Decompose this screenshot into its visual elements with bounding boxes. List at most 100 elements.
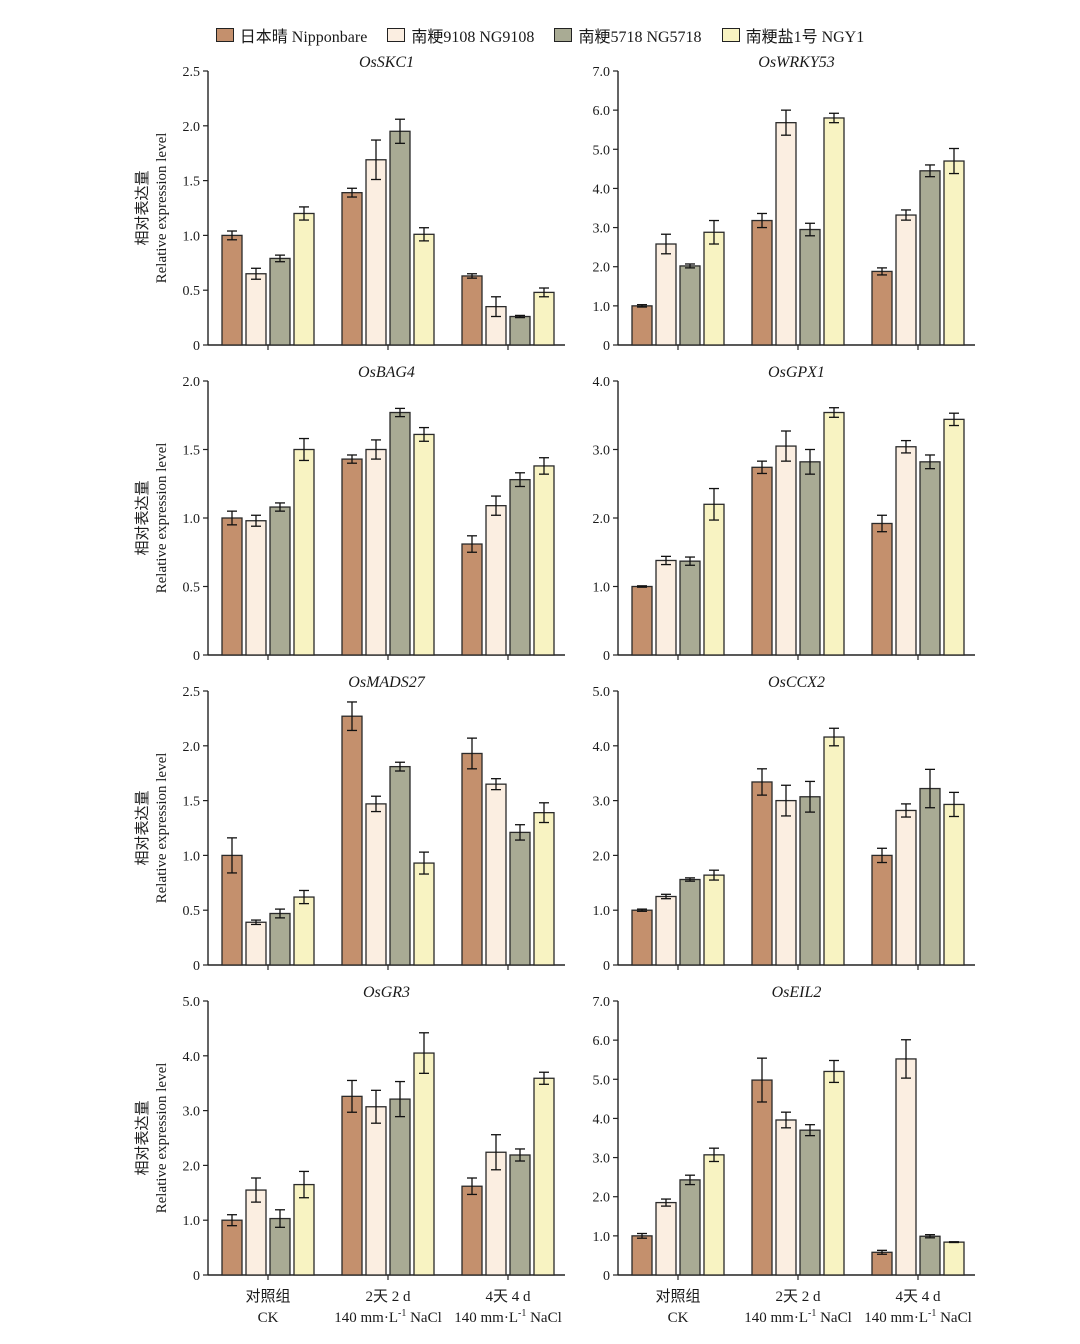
bar-oseil2-s3-4d (919, 1235, 941, 1276)
legend-swatch-nipponbare (215, 28, 234, 42)
x-label-line1: 4天 4 d (485, 1289, 531, 1305)
bar-osgpx1-s4-2d (823, 411, 845, 656)
y-tick-label-oseil2: 5.0 (593, 1073, 611, 1088)
y-tick-label-oswrky53: 6.0 (593, 104, 611, 119)
bar-oseil2-s2-ck (655, 1201, 677, 1276)
legend-swatch-ngy1 (721, 28, 740, 42)
y-tick-label-oswrky53: 0 (603, 339, 610, 354)
y-tick-label-osskc1: 0.5 (183, 284, 201, 299)
bar-oseil2-s1-ck (631, 1235, 653, 1276)
bar-osbag4-s4-ck (293, 448, 315, 656)
x-label-unit: 140 mm·L (454, 1310, 518, 1326)
y-tick-label-osccx2: 2.0 (593, 849, 611, 864)
y-axis-label-en: Relative expression level (154, 753, 170, 904)
bar-osgpx1-s4-ck (703, 503, 725, 656)
chart-osmads27: OsMADS27 0 0.5 1.0 1.5 2.0 2.5 相对表达量 Relative ex… (134, 674, 565, 974)
y-tick-label-oseil2: 0 (603, 1269, 610, 1284)
x-label-unit: 140 mm·L (864, 1310, 928, 1326)
chart-osgr3: OsGR3 0 1.0 2.0 3.0 4.0 5.0 相对表达量 Relative expre… (134, 984, 565, 1326)
y-tick-label-osskc1: 2.0 (183, 120, 201, 135)
legend: 日本晴 Nipponbare 南粳9108 NG9108 南粳5718 NG57… (0, 22, 1080, 48)
bar-osgr3-s1-2d (341, 1095, 363, 1276)
bar-osskc1-s2-ck (245, 273, 267, 346)
chart-title-osskc1: OsSKC1 (359, 54, 414, 71)
bar-oseil2-s1-2d (751, 1079, 773, 1276)
y-axis-label-cn: 相对表达量 (134, 170, 151, 245)
bar-osgpx1-s2-4d (895, 446, 917, 656)
y-tick-label-osskc1: 2.5 (183, 65, 201, 80)
x-label-line2: 140 mm·L-1 NaCl (864, 1308, 972, 1326)
bar-oseil2-s4-2d (823, 1070, 845, 1276)
y-tick-label-oswrky53: 7.0 (593, 65, 611, 80)
y-tick-label-osbag4: 1.5 (183, 444, 201, 459)
y-tick-label-osccx2: 5.0 (593, 685, 611, 700)
chart-title-osccx2: OsCCX2 (768, 674, 825, 691)
bar-osbag4-s1-4d (461, 543, 483, 656)
x-label-line1: 4天 4 d (895, 1289, 941, 1305)
bar-osskc1-s3-4d (509, 315, 531, 346)
bar-osccx2-s4-4d (943, 803, 965, 966)
bar-osbag4-s4-2d (413, 433, 435, 656)
bar-oswrky53-s3-2d (799, 228, 821, 346)
y-axis-label-en: Relative expression level (154, 443, 170, 594)
bar-osbag4-s1-ck (221, 517, 243, 656)
y-tick-label-osgr3: 5.0 (183, 995, 201, 1010)
chart-title-oseil2: OsEIL2 (772, 984, 822, 1001)
y-tick-label-osgr3: 4.0 (183, 1050, 201, 1065)
y-tick-label-osccx2: 3.0 (593, 795, 611, 810)
bar-osbag4-s4-4d (533, 465, 555, 656)
bar-osbag4-s2-4d (485, 505, 507, 656)
bar-osgpx1-s1-4d (871, 522, 893, 656)
y-axis-label-cn: 相对表达量 (134, 480, 151, 555)
y-tick-label-oseil2: 7.0 (593, 995, 611, 1010)
bar-osskc1-s4-4d (533, 291, 555, 346)
bar-osskc1-s3-ck (269, 257, 291, 346)
bar-osccx2-s3-4d (919, 787, 941, 966)
bar-osmads27-s4-2d (413, 862, 435, 966)
x-label-sup: -1 (928, 1308, 936, 1319)
y-tick-label-oseil2: 2.0 (593, 1191, 611, 1206)
bar-osbag4-s1-2d (341, 458, 363, 656)
bar-osgr3-s1-4d (461, 1185, 483, 1276)
y-tick-label-osbag4: 0 (193, 649, 200, 664)
x-label-line1: 对照组 (655, 1288, 700, 1305)
bar-osgr3-s2-4d (485, 1151, 507, 1276)
bar-osccx2-s3-2d (799, 796, 821, 966)
bar-osgpx1-s2-ck (655, 559, 677, 656)
legend-item-ng9108: 南粳9108 NG9108 (387, 23, 534, 47)
x-label-sup: -1 (398, 1308, 406, 1319)
bar-oswrky53-s1-ck (631, 305, 653, 346)
bar-osgr3-s3-4d (509, 1154, 531, 1276)
bar-osgr3-s2-2d (365, 1106, 387, 1276)
bar-osskc1-s4-ck (293, 212, 315, 346)
bar-oswrky53-s2-ck (655, 243, 677, 346)
legend-swatch-ng5718 (554, 28, 573, 42)
bar-osskc1-s1-4d (461, 275, 483, 346)
bar-oseil2-s2-2d (775, 1119, 797, 1276)
bar-osgpx1-s1-2d (751, 466, 773, 656)
bar-osmads27-s1-4d (461, 752, 483, 966)
y-tick-label-osbag4: 0.5 (183, 581, 201, 596)
bar-osbag4-s2-2d (365, 448, 387, 656)
y-tick-label-oswrky53: 4.0 (593, 182, 611, 197)
bar-osgr3-s2-ck (245, 1189, 267, 1276)
y-tick-label-oswrky53: 1.0 (593, 300, 611, 315)
y-tick-label-osgpx1: 1.0 (593, 581, 611, 596)
y-tick-label-osgr3: 2.0 (183, 1159, 201, 1174)
bar-osccx2-s1-2d (751, 781, 773, 966)
y-tick-label-oseil2: 4.0 (593, 1112, 611, 1127)
y-tick-label-oseil2: 3.0 (593, 1152, 611, 1167)
bar-osmads27-s2-2d (365, 803, 387, 966)
x-label-salt: NaCl (526, 1310, 561, 1326)
y-tick-label-oswrky53: 3.0 (593, 222, 611, 237)
bar-oswrky53-s3-4d (919, 170, 941, 346)
legend-label-ngy1: 南粳盐1号 NGY1 (745, 29, 865, 46)
bar-osbag4-s3-4d (509, 478, 531, 656)
y-tick-label-osgr3: 1.0 (183, 1214, 201, 1229)
x-label-unit: 140 mm·L (744, 1310, 808, 1326)
bar-osmads27-s3-4d (509, 831, 531, 966)
bar-osgpx1-s3-ck (679, 560, 701, 656)
y-tick-label-osmads27: 2.5 (183, 685, 201, 700)
y-tick-label-osmads27: 0 (193, 959, 200, 974)
